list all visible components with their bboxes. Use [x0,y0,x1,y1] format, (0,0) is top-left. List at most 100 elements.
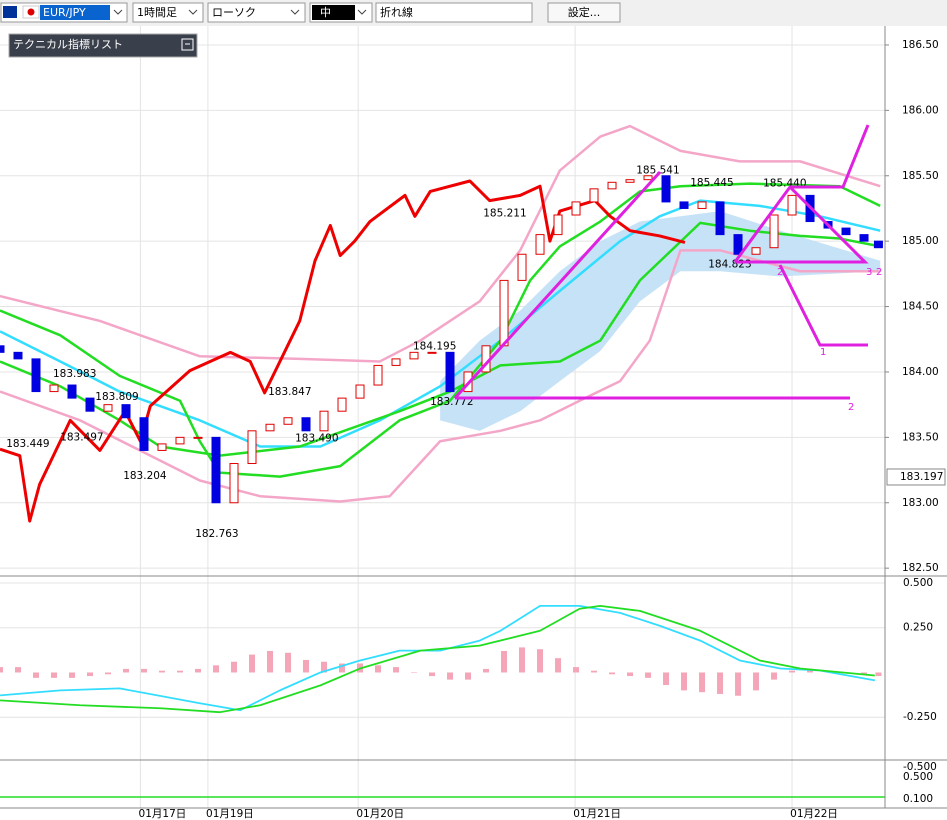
symbol-select[interactable]: EUR/JPY [0,2,128,23]
y-tick-label: 182.50 [902,562,939,574]
select-box[interactable] [207,2,306,23]
histogram-bar [123,668,130,673]
candle [517,253,527,281]
panel-label: 0.100 [903,793,933,805]
indicator-line [0,124,881,363]
histogram-bar [411,672,418,673]
histogram-bar [483,668,490,673]
histogram-bar [375,665,382,673]
line-type-select[interactable]: 折れ線 [375,2,533,23]
candle [355,384,365,399]
histogram-bar [33,672,40,678]
candle [283,417,293,425]
y-tick-label: 0.500 [903,577,933,589]
timeframe-select[interactable]: 1時間足 [132,2,204,23]
histogram-bar [393,667,400,673]
candle [373,364,383,386]
histogram-bar [699,672,706,693]
candle [157,443,167,451]
candle [499,279,509,347]
indicator-line [0,604,875,712]
candle [211,436,221,504]
indicator-line [0,249,881,503]
button-box[interactable] [547,2,621,23]
panel-box[interactable] [8,33,198,58]
style-select[interactable]: ローソク [207,2,306,23]
candle [607,181,617,190]
candle [229,463,239,504]
cloud [440,211,881,431]
price-annotation: 183.204 [123,470,167,482]
histogram-bar [429,672,436,677]
histogram-bar [681,672,688,691]
drawing-label: 2 [777,267,783,278]
histogram-bar [195,668,202,673]
histogram-bar [231,661,238,673]
x-tick-label: 01月20日 [356,808,404,820]
select-box[interactable] [375,2,533,23]
histogram-bar [0,667,3,673]
candle [859,234,869,242]
price-annotation: 185.445 [690,177,733,189]
candle [571,201,581,216]
dropdown-arrow [290,9,300,15]
histogram-bar [159,670,166,673]
candle [13,351,23,360]
histogram-bar [213,665,220,673]
panel-toggle[interactable] [181,38,194,51]
candle [0,345,5,353]
size-select[interactable]: 中 [309,2,373,23]
candle [85,397,95,412]
price-annotation: 185.541 [636,164,679,176]
candle [193,436,203,439]
indicator-panel[interactable]: テクニカル指標リスト [8,33,198,58]
candle [427,351,437,354]
candle [643,175,653,181]
histogram-bar [735,672,742,696]
drawing-label: 1 [820,347,826,358]
y-tick-label: 184.50 [902,301,939,313]
candle [751,247,761,255]
y-tick-label: 0.250 [903,622,933,634]
panel-label: -0.500 [903,761,937,773]
y-tick-label: 183.50 [902,431,939,443]
current-price-box [886,468,946,486]
candle [247,430,257,465]
candle [661,175,671,203]
select-box[interactable] [132,2,204,23]
candle [301,417,311,432]
trend-line [790,124,870,189]
drawing-label: 3 [866,267,872,278]
histogram-bar [177,670,184,673]
histogram-bar [591,670,598,673]
candle [769,214,779,249]
chart-area: 186.50 186.00 185.50 185.00 184.50 184.00 183.… [0,26,946,820]
price-annotation: 183.847 [268,386,311,398]
price-annotation: 183.497 [60,432,103,444]
candle [535,234,545,255]
indicator-line [0,199,881,448]
price-annotation: 182.763 [195,528,238,540]
indicator-line [0,182,881,478]
trend-line [778,264,868,347]
panel-title: テクニカル指標リスト [13,37,123,51]
settings-button[interactable]: 設定... [547,2,621,23]
histogram-bar [573,667,580,673]
selected-bg [40,5,110,20]
price-annotation: 184.195 [413,340,456,352]
price-annotation: 183.449 [6,438,49,450]
x-tick-label: 01月19日 [206,808,254,820]
timeframe-text: 1時間足 [137,6,177,19]
price-annotation: 183.809 [95,391,138,403]
candle [445,351,455,393]
histogram-bar [609,672,616,675]
y-tick-label: 183.00 [902,497,939,509]
candle [337,397,347,412]
histogram-bar [627,672,634,677]
y-tick-label: -0.250 [903,711,937,723]
histogram-bar [663,672,670,686]
histogram-bar [267,650,274,673]
triangle [733,184,869,264]
histogram-bar [555,658,562,673]
candle [175,436,185,445]
